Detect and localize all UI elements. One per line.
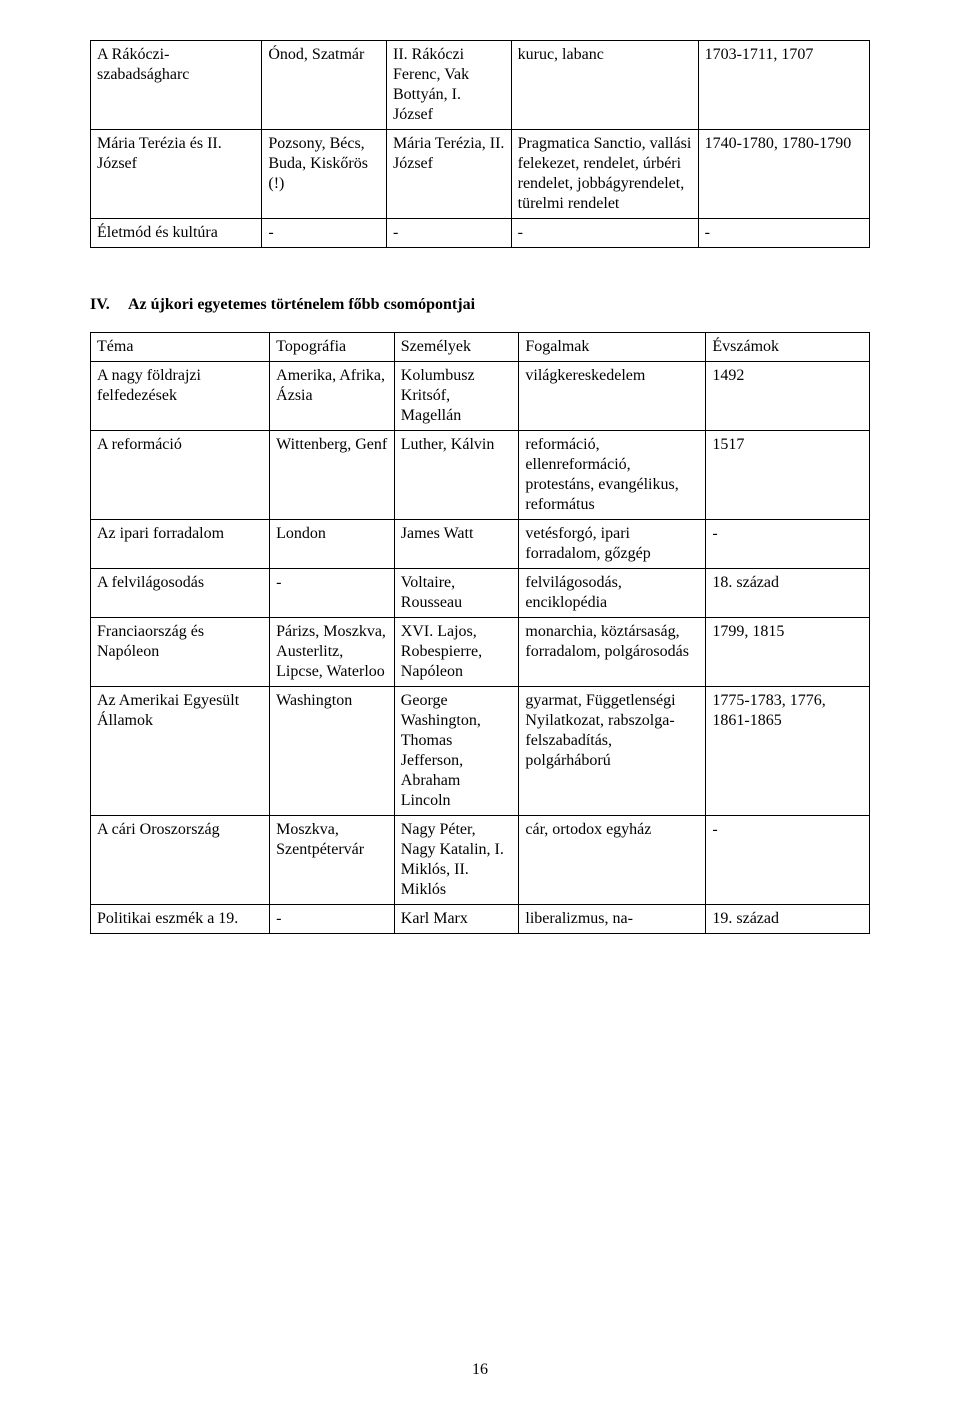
cell-szemelyek: James Watt: [394, 520, 519, 569]
table-header-row: Téma Topográfia Személyek Fogalmak Évszá…: [91, 333, 870, 362]
cell-fogalmak: vetésforgó, ipari forradalom, gőzgép: [519, 520, 706, 569]
cell-fogalmak: Pragmatica Sanctio, vallási felekezet, r…: [511, 130, 698, 219]
table-row: Az Amerikai Egyesült Államok Washington …: [91, 687, 870, 816]
cell-topografia: Wittenberg, Genf: [270, 431, 395, 520]
cell-tema: A felvilágosodás: [91, 569, 270, 618]
cell-szemelyek: George Washington, Thomas Jefferson, Abr…: [394, 687, 519, 816]
section-title: Az újkori egyetemes történelem főbb csom…: [128, 296, 475, 314]
cell-fogalmak: monarchia, köztársaság, forradalom, polg…: [519, 618, 706, 687]
cell-tema: A reformáció: [91, 431, 270, 520]
cell-evszamok: 1740-1780, 1780-1790: [698, 130, 869, 219]
col-topografia: Topográfia: [270, 333, 395, 362]
table-section3-continuation: A Rákóczi-szabadságharc Ónod, Szatmár II…: [90, 40, 870, 248]
table-body: A Rákóczi-szabadságharc Ónod, Szatmár II…: [91, 41, 870, 248]
cell-topografia: Párizs, Moszkva, Austerlitz, Lipcse, Wat…: [270, 618, 395, 687]
cell-topografia: Pozsony, Bécs, Buda, Kiskőrös (!): [262, 130, 387, 219]
page-number: 16: [0, 1361, 960, 1379]
cell-evszamok: -: [706, 816, 870, 905]
table-row: Franciaország és Napóleon Párizs, Moszkv…: [91, 618, 870, 687]
table-row: A nagy földrajzi felfedezések Amerika, A…: [91, 362, 870, 431]
table-row: A reformáció Wittenberg, Genf Luther, Ká…: [91, 431, 870, 520]
cell-fogalmak: kuruc, labanc: [511, 41, 698, 130]
cell-szemelyek: -: [387, 219, 512, 248]
section-roman: IV.: [90, 296, 128, 314]
cell-fogalmak: reformáció, ellenreformáció, protestáns,…: [519, 431, 706, 520]
table-row: Politikai eszmék a 19. - Karl Marx liber…: [91, 905, 870, 934]
cell-fogalmak: felvilágosodás, enciklopédia: [519, 569, 706, 618]
cell-szemelyek: Kolumbusz Kritsóf, Magellán: [394, 362, 519, 431]
table-row: A felvilágosodás - Voltaire, Rousseau fe…: [91, 569, 870, 618]
cell-topografia: Amerika, Afrika, Ázsia: [270, 362, 395, 431]
cell-evszamok: 1517: [706, 431, 870, 520]
cell-fogalmak: gyarmat, Függetlenségi Nyilatkozat, rabs…: [519, 687, 706, 816]
col-szemelyek: Személyek: [394, 333, 519, 362]
cell-fogalmak: liberalizmus, na-: [519, 905, 706, 934]
table-body: A nagy földrajzi felfedezések Amerika, A…: [91, 362, 870, 934]
table-row: Az ipari forradalom London James Watt ve…: [91, 520, 870, 569]
cell-tema: A nagy földrajzi felfedezések: [91, 362, 270, 431]
col-fogalmak: Fogalmak: [519, 333, 706, 362]
cell-evszamok: 1492: [706, 362, 870, 431]
cell-tema: Életmód és kultúra: [91, 219, 262, 248]
cell-tema: Az ipari forradalom: [91, 520, 270, 569]
cell-evszamok: 18. század: [706, 569, 870, 618]
table-head: Téma Topográfia Személyek Fogalmak Évszá…: [91, 333, 870, 362]
cell-tema: A cári Oroszország: [91, 816, 270, 905]
cell-fogalmak: -: [511, 219, 698, 248]
cell-topografia: Ónod, Szatmár: [262, 41, 387, 130]
table-section4: Téma Topográfia Személyek Fogalmak Évszá…: [90, 332, 870, 934]
cell-szemelyek: Voltaire, Rousseau: [394, 569, 519, 618]
cell-tema: Politikai eszmék a 19.: [91, 905, 270, 934]
table-row: Életmód és kultúra - - - -: [91, 219, 870, 248]
cell-topografia: -: [270, 905, 395, 934]
cell-szemelyek: Luther, Kálvin: [394, 431, 519, 520]
cell-tema: Az Amerikai Egyesült Államok: [91, 687, 270, 816]
col-evszamok: Évszámok: [706, 333, 870, 362]
cell-topografia: Moszkva, Szentpétervár: [270, 816, 395, 905]
cell-evszamok: -: [698, 219, 869, 248]
cell-szemelyek: Mária Terézia, II. József: [387, 130, 512, 219]
document-page: A Rákóczi-szabadságharc Ónod, Szatmár II…: [0, 0, 960, 1409]
cell-fogalmak: világkereskedelem: [519, 362, 706, 431]
cell-evszamok: 1799, 1815: [706, 618, 870, 687]
cell-szemelyek: XVI. Lajos, Robespierre, Napóleon: [394, 618, 519, 687]
cell-evszamok: 1775-1783, 1776, 1861-1865: [706, 687, 870, 816]
table-row: A cári Oroszország Moszkva, Szentpétervá…: [91, 816, 870, 905]
cell-topografia: -: [270, 569, 395, 618]
cell-szemelyek: Karl Marx: [394, 905, 519, 934]
section-4-heading: IV. Az újkori egyetemes történelem főbb …: [90, 296, 870, 314]
table-row: Mária Terézia és II. József Pozsony, Béc…: [91, 130, 870, 219]
cell-evszamok: -: [706, 520, 870, 569]
cell-evszamok: 19. század: [706, 905, 870, 934]
cell-topografia: -: [262, 219, 387, 248]
table-row: A Rákóczi-szabadságharc Ónod, Szatmár II…: [91, 41, 870, 130]
cell-evszamok: 1703-1711, 1707: [698, 41, 869, 130]
cell-tema: Franciaország és Napóleon: [91, 618, 270, 687]
cell-fogalmak: cár, ortodox egyház: [519, 816, 706, 905]
cell-tema: Mária Terézia és II. József: [91, 130, 262, 219]
cell-tema: A Rákóczi-szabadságharc: [91, 41, 262, 130]
cell-topografia: Washington: [270, 687, 395, 816]
cell-szemelyek: II. Rákóczi Ferenc, Vak Bottyán, I. Józs…: [387, 41, 512, 130]
col-tema: Téma: [91, 333, 270, 362]
cell-topografia: London: [270, 520, 395, 569]
cell-szemelyek: Nagy Péter, Nagy Katalin, I. Miklós, II.…: [394, 816, 519, 905]
